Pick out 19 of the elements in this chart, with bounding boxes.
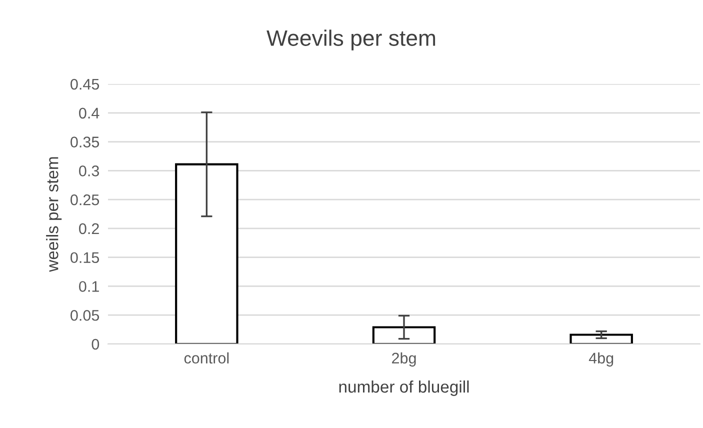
y-tick-label: 0.15 (70, 252, 100, 264)
y-tick-label: 0.45 (70, 78, 100, 90)
y-tick-label: 0.1 (79, 281, 99, 292)
y-tick-label: 0 (92, 338, 100, 350)
x-tick-label: 2bg (392, 352, 416, 367)
y-tick-label: 0.2 (79, 223, 99, 234)
y-axis-title: weeils per stem (46, 157, 62, 272)
chart-title: Weevils per stem (266, 30, 436, 50)
x-tick-label: 4bg (588, 352, 614, 367)
bar (570, 334, 633, 344)
y-tick-label: 0.3 (79, 166, 99, 176)
y-tick-label: 0.35 (70, 136, 100, 148)
x-axis-title: number of bluegill (339, 380, 469, 396)
y-tick-label: 0.05 (70, 310, 100, 321)
bar (372, 326, 436, 344)
y-tick-label: 0.4 (79, 108, 100, 119)
x-tick-label: control (184, 352, 229, 364)
bar (175, 163, 238, 344)
y-tick-label: 0.25 (70, 194, 100, 206)
